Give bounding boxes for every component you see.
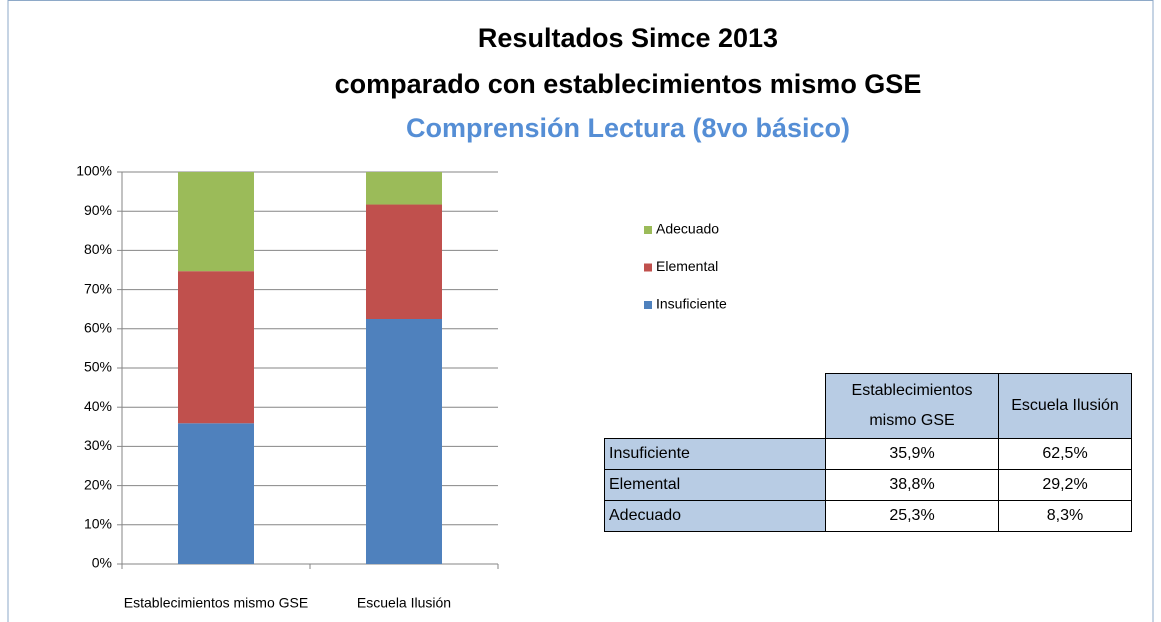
table-cell: [605, 374, 826, 439]
y-tick-label: 40%: [84, 398, 112, 414]
y-tick-label: 90%: [84, 202, 112, 218]
chart-title: Resultados Simce 2013: [478, 23, 778, 53]
y-tick-label: 80%: [84, 241, 112, 257]
y-tick-label: 100%: [76, 163, 112, 179]
table-cell: 8,3%: [998, 500, 1132, 532]
table-cell: Insuficiente: [604, 438, 826, 470]
y-tick-label: 50%: [84, 359, 112, 375]
y-tick-label: 70%: [84, 280, 112, 296]
legend-swatch: [644, 263, 652, 272]
legend-label: Adecuado: [656, 221, 719, 237]
table-row: Adecuado 25,3% 8,3%: [604, 500, 1132, 532]
legend-label: Elemental: [656, 258, 718, 274]
bar-segment: [366, 319, 442, 564]
table-cell: 25,3%: [825, 500, 999, 532]
table-cell: Adecuado: [604, 500, 826, 532]
y-tick-label: 10%: [84, 516, 112, 532]
table-cell: 62,5%: [998, 438, 1132, 470]
table-cell: Elemental: [604, 469, 826, 501]
x-tick-label: Establecimientos mismo GSE: [124, 595, 308, 611]
y-tick-label: 20%: [84, 476, 112, 492]
table-cell: Establecimientos mismo GSE: [825, 373, 999, 439]
bar-segment: [178, 172, 254, 272]
data-table: Establecimientos mismo GSE Escuela Ilusió…: [604, 373, 1132, 532]
table-cell: Escuela Ilusión: [998, 373, 1132, 439]
frame: [7, 0, 1154, 622]
legend-label: Insuficiente: [656, 296, 727, 312]
bar-segment: [178, 423, 254, 564]
legend-swatch: [644, 301, 652, 309]
bar-segment: [178, 271, 254, 424]
x-tick-label: Escuela Ilusión: [357, 595, 451, 611]
table-cell: 29,2%: [998, 469, 1132, 501]
table-row: Elemental 38,8% 29,2%: [604, 469, 1132, 501]
y-tick-label: 30%: [84, 437, 112, 453]
y-tick-label: 0%: [92, 555, 112, 571]
bar-segment: [366, 172, 442, 205]
chart-title-line2: comparado con establecimientos mismo GSE: [335, 69, 922, 99]
bar-segment: [366, 204, 442, 319]
chart-subtitle: Comprensión Lectura (8vo básico): [406, 113, 850, 143]
table-cell: 35,9%: [825, 438, 999, 470]
legend-swatch: [644, 226, 652, 234]
table-row: Insuficiente 35,9% 62,5%: [604, 438, 1132, 470]
y-tick-label: 60%: [84, 320, 112, 336]
table-cell: 38,8%: [825, 469, 999, 501]
table-header: Establecimientos mismo GSE Escuela Ilusió…: [605, 373, 1132, 439]
